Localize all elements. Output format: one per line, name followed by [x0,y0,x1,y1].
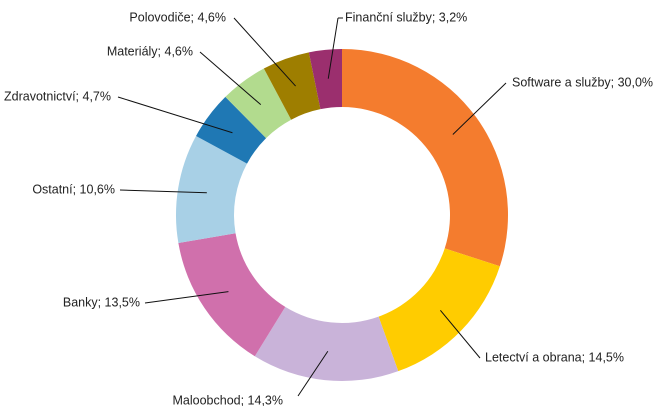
slice-label: Software a služby; 30,0% [512,75,653,89]
leader-line [452,82,507,135]
leader-line [199,51,262,106]
donut-slice [263,52,321,120]
slice-label: Ostatní; 10,6% [32,182,115,196]
slice-label: Zdravotnictví; 4,7% [4,89,111,103]
leader-line [439,310,481,359]
donut-slice [378,248,500,372]
donut-slice [225,68,292,139]
slice-label: Maloobchod; 14,3% [173,393,284,406]
slice-label: Letectví a obrana; 14,5% [485,350,624,364]
slice-label: Finanční služby; 3,2% [345,10,467,24]
slice-label: Materiály; 4,6% [107,44,193,58]
donut-slice [254,306,399,381]
leader-line [297,350,329,397]
donut-slice [308,49,342,110]
donut-slice [342,49,508,267]
leader-line [119,189,207,194]
leader-line [233,17,296,87]
donut-slice [175,135,248,244]
slice-label: Polovodiče; 4,6% [129,10,226,24]
slice-label: Banky; 13,5% [63,295,140,309]
donut-slice [178,233,286,357]
leader-line [117,96,233,134]
leader-line [144,291,229,304]
donut-slice [196,96,267,164]
leader-line [327,17,339,79]
